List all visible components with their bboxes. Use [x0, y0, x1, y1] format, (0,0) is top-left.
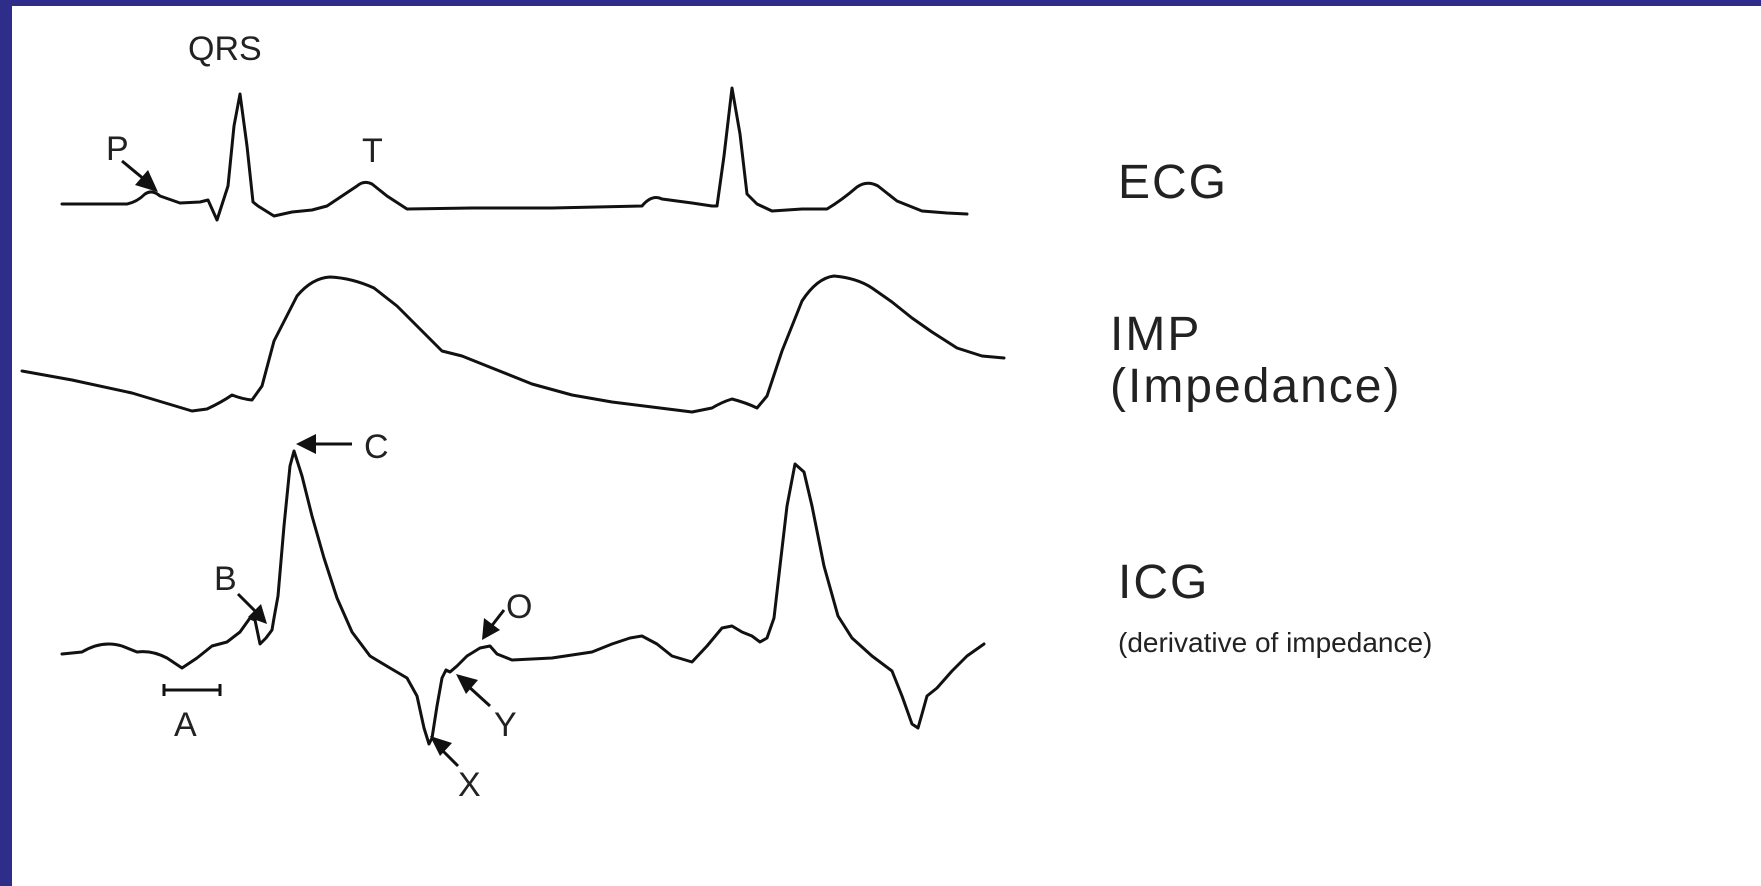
qrs-label: QRS [188, 30, 262, 68]
ecg-label: ECG [1118, 156, 1228, 209]
ecg-trace [62, 88, 967, 220]
a-interval-label: A [174, 706, 197, 744]
a-interval-bracket [164, 684, 220, 696]
o-point-label: O [506, 588, 532, 626]
p-wave-label: P [106, 130, 129, 168]
icg-sublabel: (derivative of impedance) [1118, 627, 1432, 658]
x-point-label: X [458, 766, 481, 804]
imp-sublabel: (Impedance) [1110, 360, 1401, 413]
imp-label: IMP [1110, 308, 1201, 361]
diagram-panel: QRS P T C B O Y X A ECG IMP (Impedance) … [12, 6, 1761, 886]
c-arrowhead [296, 434, 316, 454]
o-arrowhead [482, 618, 500, 640]
c-point-label: C [364, 428, 389, 466]
t-wave-label: T [362, 132, 383, 170]
b-point-label: B [214, 560, 237, 598]
y-pointer-line [468, 686, 490, 706]
imp-trace [22, 276, 1004, 412]
x-arrowhead [430, 736, 452, 756]
icg-label: ICG [1118, 556, 1209, 609]
y-point-label: Y [494, 706, 517, 744]
cardiac-waveform-diagram: QRS P T C B O Y X A ECG IMP (Impedance) … [12, 6, 1761, 886]
b-pointer-line [238, 594, 256, 612]
